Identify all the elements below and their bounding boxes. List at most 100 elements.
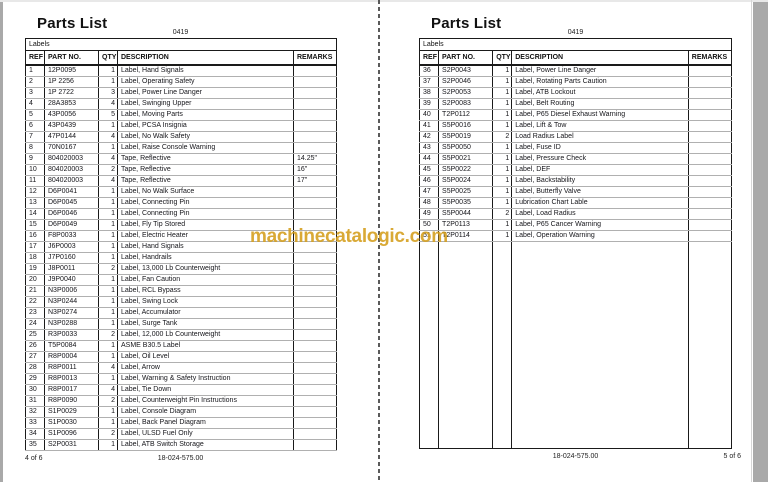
cell-part-no: T2P0114: [438, 230, 494, 242]
cell-ref: 36: [418, 65, 440, 77]
cell-qty: 1: [98, 285, 118, 297]
cell-ref: 34: [25, 428, 45, 440]
cell-qty: 1: [98, 318, 118, 330]
cell-ref: 40: [418, 109, 440, 121]
viewer-left-gutter: [0, 2, 3, 482]
cell-qty: 1: [98, 219, 118, 231]
col-remarks: REMARKS: [292, 50, 338, 66]
cell-ref: 20: [25, 274, 45, 286]
cell-qty: 1: [98, 417, 118, 429]
cell-description: Label, 13,000 Lb Counterweight: [117, 263, 294, 275]
cell-ref: 39: [418, 98, 440, 110]
cell-qty: 1: [98, 120, 118, 132]
cell-ref: 45: [418, 164, 440, 176]
cell-part-no: D6P0049: [44, 219, 99, 231]
cell-ref: 4: [25, 98, 45, 110]
cell-remarks: [292, 351, 338, 363]
cell-description: Label, Swinging Upper: [117, 98, 294, 110]
cell-part-no: T5P0084: [44, 340, 99, 352]
cell-ref: 21: [25, 285, 45, 297]
cell-ref: 43: [418, 142, 440, 154]
cell-part-no: S2P0031: [44, 439, 99, 451]
cell-ref: 16: [25, 230, 45, 242]
cell-qty: 1: [98, 274, 118, 286]
document-number: 18-024-575.00: [552, 453, 599, 460]
table-row: 5 43P0056 5 Label, Moving Parts: [25, 109, 338, 121]
cell-description: Label, 12,000 Lb Counterweight: [117, 329, 294, 341]
cell-qty: 1: [492, 197, 513, 209]
cell-remarks: [292, 384, 338, 396]
table-row: 47 S5P0025 1 Label, Butterfly Valve: [418, 186, 733, 198]
cell-qty: 1: [98, 406, 118, 418]
cell-description: Label, Hand Signals: [117, 65, 294, 77]
group-header-label: Labels: [419, 38, 732, 51]
cell-remarks: [687, 98, 733, 110]
table-row: 44 S5P0021 1 Label, Pressure Check: [418, 153, 733, 165]
cell-part-no: T2P0113: [438, 219, 494, 231]
table-row: 38 S2P0053 1 Label, ATB Lockout: [418, 87, 733, 99]
cell-ref: 1: [25, 65, 45, 77]
col-qty: QTY: [98, 50, 118, 66]
page-title: Parts List: [431, 15, 502, 32]
cell-part-no: 70N0167: [44, 142, 99, 154]
table-row: 41 S5P0016 1 Label, Lift & Tow: [418, 120, 733, 132]
group-header-row: Labels: [24, 38, 338, 51]
table-row: 9 804020003 4 Tape, Reflective 14.25": [25, 153, 338, 165]
empty-cell: [511, 241, 689, 449]
cell-ref: 11: [25, 175, 45, 187]
cell-description: Tape, Reflective: [117, 175, 294, 187]
cell-description: Label, Console Diagram: [117, 406, 294, 418]
table-row: 2 1P 2256 1 Label, Operating Safety: [25, 76, 338, 88]
cell-qty: 5: [98, 109, 118, 121]
table-row: 3 1P 2722 3 Label, Power Line Danger: [25, 87, 338, 99]
cell-part-no: 804020003: [44, 164, 99, 176]
cell-description: Label, Connecting Pin: [117, 197, 294, 209]
cell-remarks: [687, 197, 733, 209]
cell-part-no: S5P0019: [438, 131, 494, 143]
cell-part-no: S5P0022: [438, 164, 494, 176]
cell-qty: 1: [98, 241, 118, 253]
document-number: 18-024-575.00: [157, 454, 204, 462]
table-row: 7 47P0144 4 Label, No Walk Safety: [25, 131, 338, 143]
table-row: 13 D6P0045 1 Label, Connecting Pin: [25, 197, 338, 209]
cell-remarks: [292, 406, 338, 418]
cell-part-no: J7P0160: [44, 252, 99, 264]
empty-cell: [492, 241, 513, 449]
cell-part-no: S5P0025: [438, 186, 494, 198]
cell-part-no: R8P0011: [44, 362, 99, 374]
cell-part-no: 1P 2256: [44, 76, 99, 88]
cell-part-no: D6P0045: [44, 197, 99, 209]
cell-part-no: D6P0046: [44, 208, 99, 220]
cell-qty: 4: [98, 362, 118, 374]
doc-number: 0419: [172, 29, 189, 36]
cell-ref: 28: [25, 362, 45, 374]
table-row: 6 43P0439 1 Label, PCSA Insignia: [25, 120, 338, 132]
table-row: 35 S2P0031 1 Label, ATB Switch Storage: [25, 439, 338, 451]
parts-table: Labels REF PART NO. QTY DESCRIPTION REMA…: [24, 38, 338, 451]
cell-ref: 12: [25, 186, 45, 198]
table-row: 24 N3P0288 1 Label, Surge Tank: [25, 318, 338, 330]
cell-remarks: [687, 87, 733, 99]
cell-description: Label, Handrails: [117, 252, 294, 264]
cell-description: Label, Oil Level: [117, 351, 294, 363]
empty-cell: [687, 241, 733, 449]
cell-qty: 2: [492, 208, 513, 220]
cell-part-no: R8P0090: [44, 395, 99, 407]
cell-description: Label, Fuse ID: [511, 142, 689, 154]
cell-qty: 1: [98, 230, 118, 242]
cell-remarks: [292, 428, 338, 440]
empty-rows-area: [418, 241, 733, 449]
table-row: 22 N3P0244 1 Label, Swing Lock: [25, 296, 338, 308]
cell-qty: 1: [492, 120, 513, 132]
cell-qty: 4: [98, 384, 118, 396]
empty-cell: [418, 241, 440, 449]
page-left-footer: 4 of 6 18-024-575.00: [25, 455, 336, 465]
cell-qty: 2: [98, 395, 118, 407]
cell-ref: 46: [418, 175, 440, 187]
cell-description: Label, No Walk Surface: [117, 186, 294, 198]
cell-part-no: F8P0033: [44, 230, 99, 242]
cell-remarks: [292, 439, 338, 451]
cell-remarks: [687, 164, 733, 176]
cell-qty: 1: [98, 142, 118, 154]
